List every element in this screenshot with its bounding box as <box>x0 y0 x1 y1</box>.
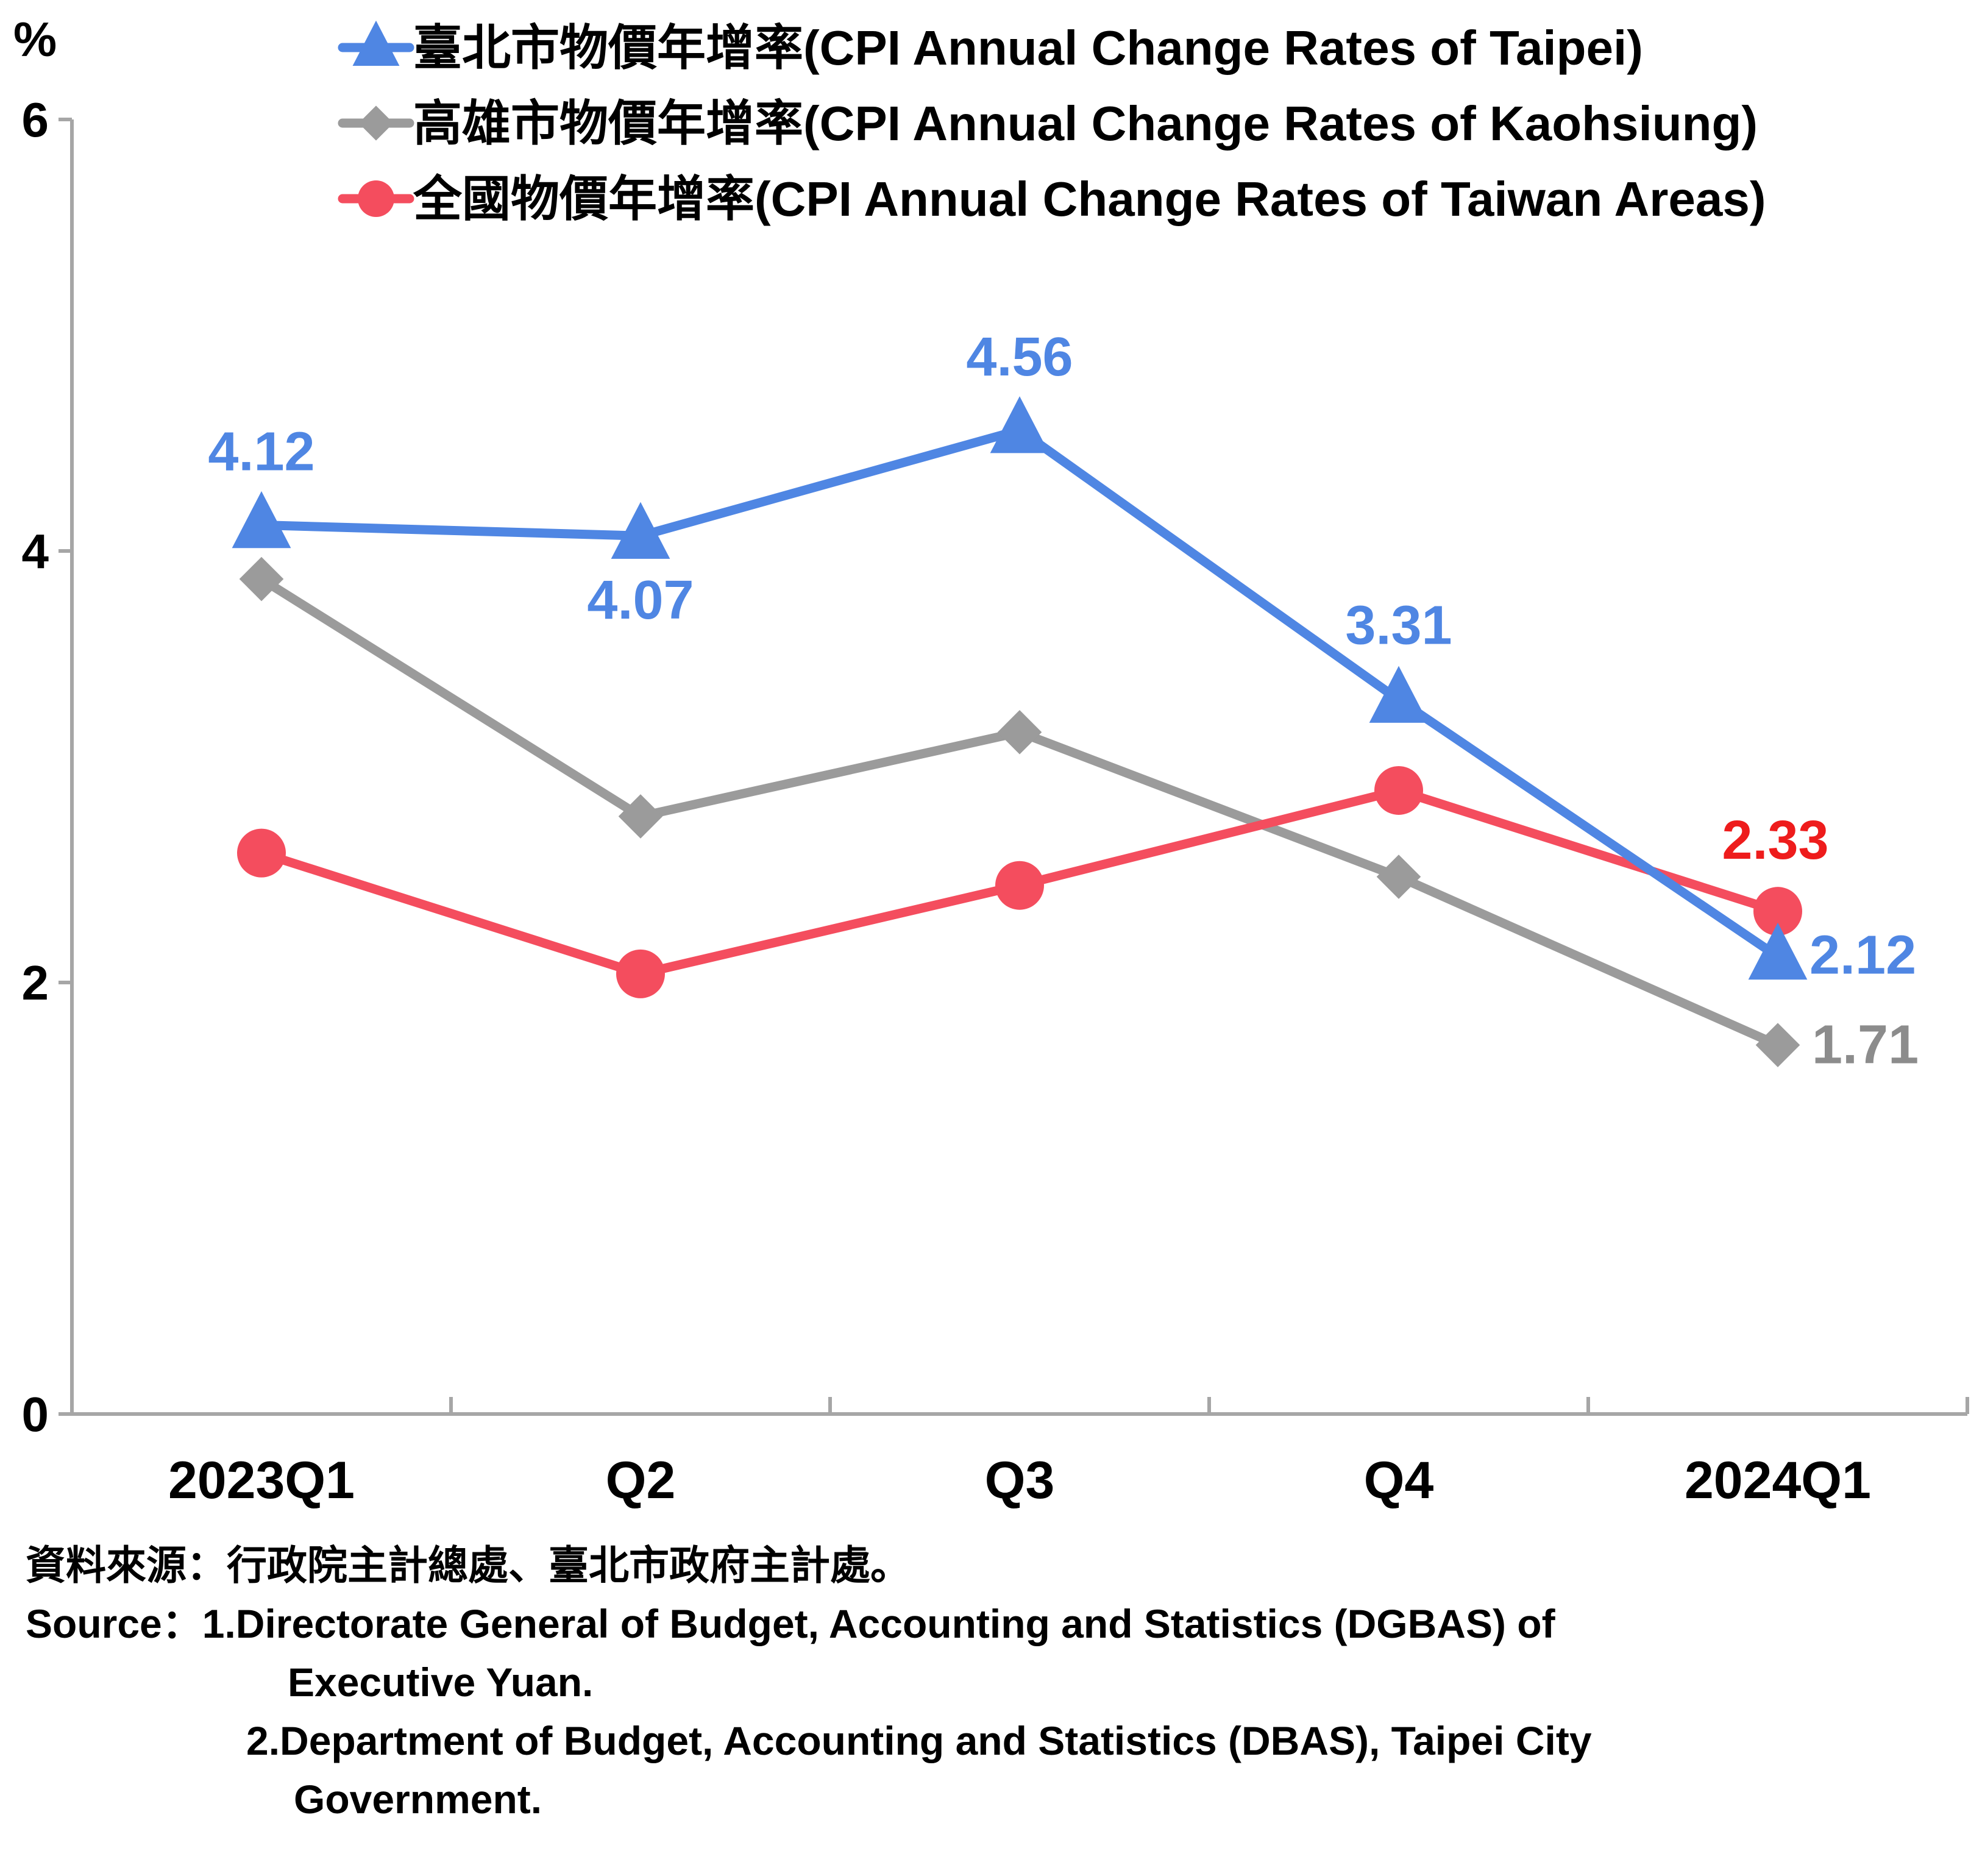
source-item-2-cont: Government. <box>294 1777 542 1822</box>
diamond-marker <box>358 105 394 141</box>
diamond-marker <box>1755 1023 1800 1067</box>
x-tick-label: 2023Q1 <box>168 1451 355 1510</box>
x-tick-label: 2024Q1 <box>1685 1451 1871 1510</box>
cpi-line-chart: 0 2 4 6% 2023Q1 Q2 Q3 Q4 2024Q1 4.12 4.07 4.56 3.31… <box>13 12 1969 1510</box>
circle-marker <box>1374 766 1423 815</box>
circle-marker <box>237 828 286 878</box>
data-label: 2.12 <box>1809 925 1916 986</box>
y-tick-label: 4 <box>22 524 49 578</box>
data-label: 4.56 <box>966 327 1073 388</box>
circle-marker <box>616 949 665 998</box>
data-label: 3.31 <box>1345 595 1452 656</box>
circle-marker <box>995 861 1044 910</box>
source-item-1: 1.Directorate General of Budget, Account… <box>202 1601 1555 1646</box>
data-label: 1.71 <box>1812 1015 1919 1076</box>
source-prefix: Source： <box>26 1601 202 1646</box>
triangle-marker <box>1748 922 1808 980</box>
diamond-marker <box>618 794 663 839</box>
x-tick-label: Q3 <box>985 1451 1055 1510</box>
series-line <box>257 574 1783 1050</box>
triangle-marker <box>611 502 670 559</box>
series-markers <box>232 396 1808 1067</box>
source-en-line-1: Source：1.Directorate General of Budget, … <box>26 1594 1951 1653</box>
circle-marker <box>358 180 394 217</box>
triangle-marker <box>232 491 291 549</box>
source-zh: 資料來源：行政院主計總處、臺北市政府主計處。 <box>26 1543 911 1588</box>
legend-label: 高雄市物價年增率(CPI Annual Change Rates of Kaoh… <box>413 96 1758 151</box>
y-tick-label: 2 <box>22 956 49 1010</box>
triangle-marker <box>990 396 1049 453</box>
x-tick-label: Q4 <box>1364 1451 1434 1510</box>
legend-label: 全國物價年增率(CPI Annual Change Rates of Taiwa… <box>413 172 1766 226</box>
source-item-1-cont: Executive Yuan. <box>288 1660 594 1705</box>
axes <box>70 119 1967 1416</box>
triangle-marker <box>1369 666 1429 723</box>
legend: 臺北市物價年增率(CPI Annual Change Rates of Taip… <box>338 20 1766 226</box>
data-label: 4.07 <box>587 570 694 631</box>
legend-label: 臺北市物價年增率(CPI Annual Change Rates of Taip… <box>413 21 1643 75</box>
data-labels: 4.12 4.07 4.56 3.31 2.12 1.71 2.33 <box>208 327 1919 1076</box>
circle-marker <box>1753 887 1802 936</box>
y-tick-label: 0 <box>22 1387 49 1441</box>
diamond-marker <box>239 556 284 602</box>
source-item-2: 2.Department of Budget, Accounting and S… <box>246 1718 1592 1763</box>
data-label: 2.33 <box>1722 810 1828 871</box>
triangle-marker <box>352 20 400 66</box>
data-label: 4.12 <box>208 422 314 483</box>
x-tick-label: Q2 <box>606 1451 676 1510</box>
source-notes: 資料來源：行政院主計總處、臺北市政府主計處。 Source：1.Director… <box>26 1536 1951 1828</box>
diamond-marker <box>1376 855 1421 899</box>
axis-ticks: 0 2 4 6% 2023Q1 Q2 Q3 Q4 2024Q1 <box>13 12 1969 1510</box>
y-axis-unit: % <box>13 12 57 66</box>
y-tick-label: 6 <box>22 93 49 147</box>
diamond-marker <box>997 710 1042 755</box>
